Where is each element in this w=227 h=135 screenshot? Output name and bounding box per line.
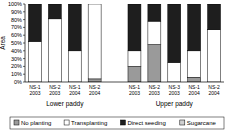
y-tick-label: 60% [11,32,22,38]
x-tick-label: NS-12004 [69,84,81,96]
legend-frame [10,117,224,129]
x-tick-label: NS-32003 [169,84,181,96]
bar-segment [128,66,141,82]
x-tick-label: NS-22004 [208,84,220,96]
x-tick-label-line: 2004 [208,90,219,96]
bar-segment [48,4,61,5]
bar-segment [88,4,101,79]
bar-segment [188,4,201,5]
x-tick-label-line: 2004 [189,90,200,96]
legend-label: Transplanting [71,120,107,126]
bar-segment [128,4,141,5]
y-tick-label: 90% [11,9,22,15]
y-tick-label: 0% [14,79,22,85]
x-tick-label: NS-12004 [188,84,200,96]
bars [28,4,220,82]
bar-segment [148,4,161,21]
bar-segment [128,4,141,51]
bar-segment [148,45,161,82]
y-tick-label: 70% [11,24,22,30]
x-tick-label: NS-12003 [129,84,141,96]
x-tick-label: NS-12003 [29,84,41,96]
x-tick-label-line: 2003 [129,90,140,96]
x-tick-label-line: 2003 [49,90,60,96]
bar-segment [168,4,181,5]
legend-swatch [120,120,125,125]
y-axis [25,4,26,82]
bar-segment [68,4,81,5]
bar-segment [148,4,161,5]
y-tick-label: 80% [11,17,22,23]
y-tick-label: 20% [11,63,22,69]
bar-segment [188,51,201,78]
bar-segment [148,21,161,44]
x-axis [25,82,224,83]
y-tick-label: 100% [8,1,22,7]
legend-label: Direct seeding [127,120,165,126]
y-tick-label: 10% [11,71,22,77]
legend-swatch [14,120,19,125]
legend-swatch [180,120,185,125]
bar-segment [128,51,141,67]
x-tick-label: NS-22003 [149,84,161,96]
bar-segment [28,4,41,5]
bar-segment [68,4,81,51]
x-tick-label-line: 2003 [29,90,40,96]
x-tick-label-line: 2003 [149,90,160,96]
group-label: Upper paddy [156,100,194,108]
bar-segment [168,63,181,83]
x-tick-label-line: 2003 [169,90,180,96]
x-tick-label-line: 2004 [69,90,80,96]
y-tick-label: 40% [11,48,22,54]
legend-label: Sugarcane [187,120,217,126]
bar-segment [88,4,101,5]
group-label: Lower paddy [46,100,84,108]
chart: 0% 10% 20%30% 40% 50% 60% 70%80% 90% 100% Area NS-… [0,0,227,135]
y-axis-label: Area [0,36,6,50]
bar-segment [88,79,101,82]
bar-segment [208,4,221,30]
y-tick-label: 30% [11,56,22,62]
bar-segment [28,4,41,41]
y-tick-label: 50% [11,40,22,46]
bar-segment [188,77,201,82]
bar-segment [68,51,81,82]
bar-segment [208,4,221,5]
legend-swatch [64,120,69,125]
bar-segment [28,41,41,82]
bar-segment [48,19,61,82]
x-tick-label: NS-22004 [89,84,101,96]
bar-segment [48,4,61,19]
bar-segment [188,4,201,51]
x-tick-label: NS-22003 [49,84,61,96]
bar-segment [208,30,221,82]
x-tick-label-line: 2004 [89,90,100,96]
bar-segment [168,4,181,63]
legend-label: No planting [21,120,51,126]
bar-segment [88,4,101,5]
